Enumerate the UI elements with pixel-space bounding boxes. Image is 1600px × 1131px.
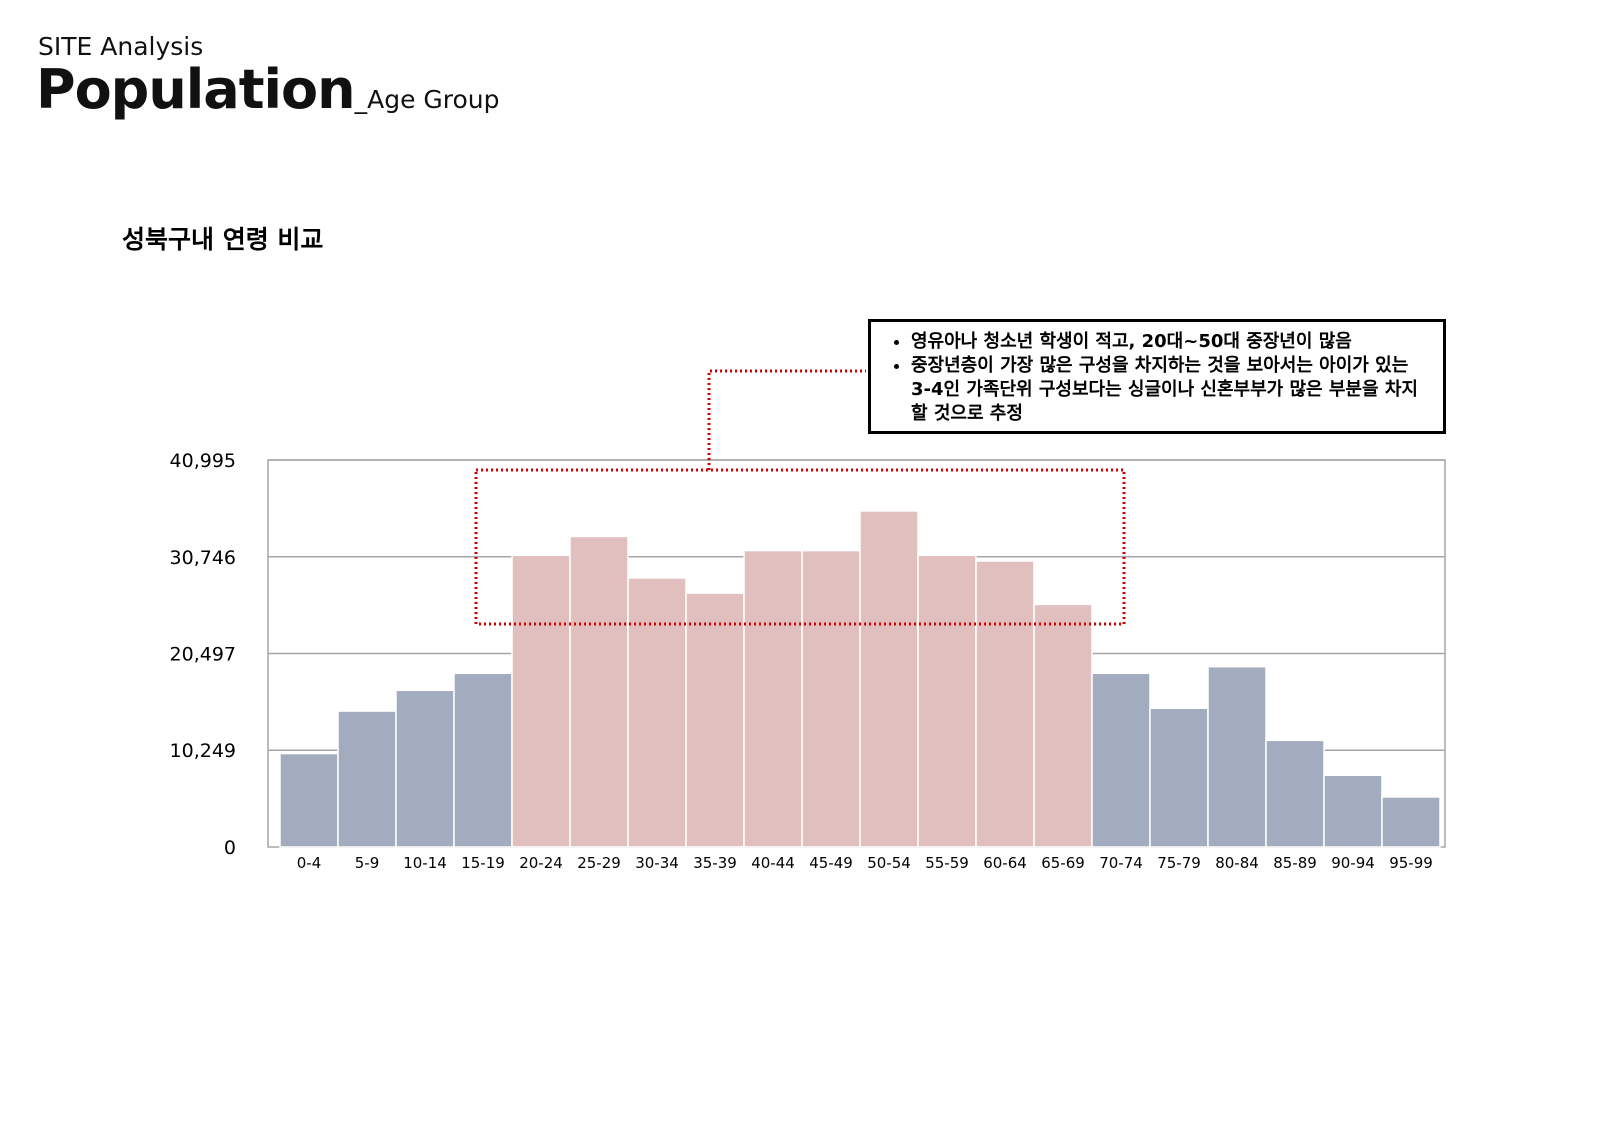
highlight-range-outline (474, 468, 1126, 626)
x-tick-label: 35-39 (693, 854, 737, 872)
bar (1207, 665, 1267, 848)
bar (743, 549, 803, 848)
y-tick-label: 0 (224, 837, 236, 859)
bar (395, 689, 455, 848)
section-title: 성북구내 연령 비교 (122, 225, 324, 254)
bar (917, 554, 977, 848)
y-tick-label: 10,249 (170, 740, 236, 762)
callout-list: 영유아나 청소년 학생이 적고, 20대~50대 중장년이 많음 중장년층이 가… (883, 330, 1431, 426)
page-title: Population_Age Group (36, 58, 500, 121)
x-tick-label: 90-94 (1331, 854, 1375, 872)
bar (511, 554, 571, 848)
bar (685, 592, 745, 848)
callout-bullet: 영유아나 청소년 학생이 적고, 20대~50대 중장년이 많음 (911, 330, 1431, 354)
x-tick-label: 55-59 (925, 854, 969, 872)
callout-box: 영유아나 청소년 학생이 적고, 20대~50대 중장년이 많음 중장년층이 가… (868, 319, 1446, 434)
x-tick-label: 10-14 (403, 854, 447, 872)
bar (1033, 603, 1093, 848)
bar (337, 710, 397, 848)
callout-bullet: 중장년층이 가장 많은 구성을 차지하는 것을 보아서는 아이가 있는 3-4인… (911, 354, 1431, 426)
x-tick-label: 95-99 (1389, 854, 1433, 872)
x-tick-label: 60-64 (983, 854, 1027, 872)
x-tick-label: 80-84 (1215, 854, 1259, 872)
x-tick-label: 75-79 (1157, 854, 1201, 872)
bar (1323, 774, 1383, 848)
bar (1149, 707, 1209, 848)
callout-leader-line (707, 369, 866, 470)
x-tick-label: 45-49 (809, 854, 853, 872)
header-kicker: SITE Analysis (38, 32, 204, 61)
bar (453, 672, 513, 848)
y-tick-label: 30,746 (170, 547, 236, 569)
x-tick-label: 65-69 (1041, 854, 1085, 872)
bar (279, 752, 339, 848)
bar (859, 510, 919, 848)
page-title-suffix: _Age Group (354, 85, 500, 114)
bar (569, 535, 629, 848)
x-tick-label: 5-9 (355, 854, 380, 872)
bar (801, 549, 861, 848)
x-tick-label: 85-89 (1273, 854, 1317, 872)
x-tick-label: 15-19 (461, 854, 505, 872)
bar (1265, 739, 1325, 848)
x-tick-label: 30-34 (635, 854, 679, 872)
bar (975, 560, 1035, 848)
bar (627, 577, 687, 848)
page-title-main: Population (36, 58, 356, 121)
x-tick-label: 0-4 (297, 854, 322, 872)
bar (1381, 796, 1441, 848)
y-tick-label: 40,995 (170, 450, 236, 472)
x-tick-label: 25-29 (577, 854, 621, 872)
x-tick-label: 50-54 (867, 854, 911, 872)
x-tick-label: 20-24 (519, 854, 563, 872)
y-tick-label: 20,497 (170, 644, 236, 666)
x-tick-label: 70-74 (1099, 854, 1143, 872)
x-tick-label: 40-44 (751, 854, 795, 872)
bar (1091, 672, 1151, 848)
